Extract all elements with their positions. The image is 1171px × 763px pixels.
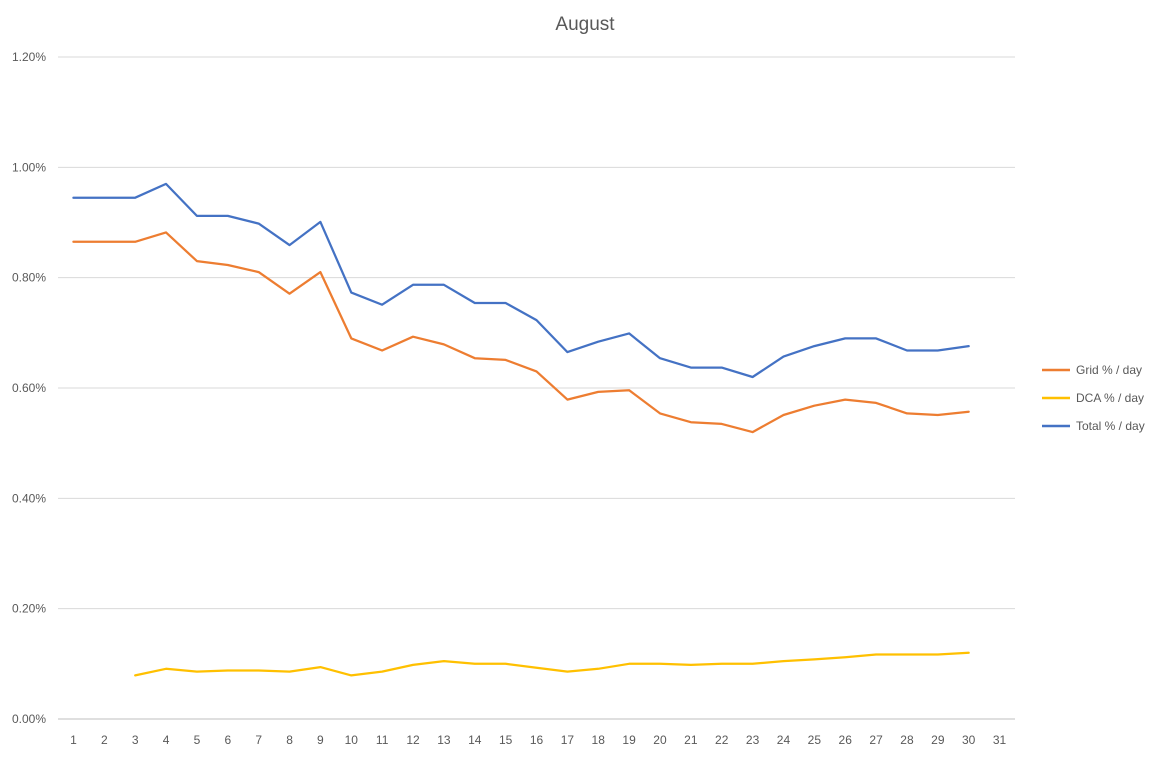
- x-tick-label: 1: [70, 733, 77, 747]
- x-tick-label: 17: [561, 733, 575, 747]
- x-tick-label: 18: [592, 733, 606, 747]
- chart-title: August: [555, 14, 615, 35]
- y-axis-tick-labels: 0.00% 0.20% 0.40% 0.60% 0.80% 1.00% 1.20%: [12, 50, 46, 726]
- y-tick-label: 0.60%: [12, 381, 46, 395]
- x-tick-label: 13: [437, 733, 451, 747]
- x-tick-label: 27: [869, 733, 883, 747]
- x-tick-label: 10: [345, 733, 359, 747]
- x-tick-label: 11: [376, 733, 389, 747]
- series-line-1: [134, 651, 970, 677]
- legend-label: Total % / day: [1076, 419, 1145, 433]
- x-axis-tick-labels: 1 2 3 4 5 6 7 8 9 10 11 12 13 14 15 16 17 18 19 20 21 22 23 24 2…: [70, 733, 1006, 747]
- series-line-0: [72, 231, 970, 434]
- x-tick-label: 29: [931, 733, 945, 747]
- x-tick-label: 16: [530, 733, 544, 747]
- x-tick-label: 30: [962, 733, 976, 747]
- x-tick-label: 23: [746, 733, 760, 747]
- series-line-2: [72, 182, 970, 379]
- x-tick-label: 9: [317, 733, 324, 747]
- y-tick-label: 0.40%: [12, 491, 46, 505]
- legend-label: Grid % / day: [1076, 363, 1142, 377]
- x-tick-label: 22: [715, 733, 729, 747]
- x-tick-label: 7: [255, 733, 262, 747]
- x-tick-label: 25: [808, 733, 822, 747]
- x-tick-label: 15: [499, 733, 513, 747]
- x-tick-label: 14: [468, 733, 482, 747]
- x-tick-label: 19: [622, 733, 636, 747]
- x-tick-label: 5: [194, 733, 201, 747]
- y-tick-label: 0.00%: [12, 712, 46, 726]
- x-tick-label: 8: [286, 733, 293, 747]
- x-tick-label: 26: [839, 733, 853, 747]
- x-tick-label: 24: [777, 733, 791, 747]
- x-tick-label: 20: [653, 733, 667, 747]
- y-tick-label: 1.20%: [12, 50, 46, 64]
- x-tick-label: 12: [406, 733, 420, 747]
- x-tick-label: 21: [684, 733, 698, 747]
- x-tick-label: 6: [224, 733, 231, 747]
- x-tick-label: 4: [163, 733, 170, 747]
- y-tick-label: 1.00%: [12, 160, 46, 174]
- x-tick-label: 28: [900, 733, 914, 747]
- x-tick-label: 31: [993, 733, 1007, 747]
- x-tick-label: 3: [132, 733, 139, 747]
- series-lines: [72, 182, 970, 677]
- y-tick-label: 0.80%: [12, 271, 46, 285]
- x-tick-label: 2: [101, 733, 108, 747]
- gridlines: [58, 56, 1015, 720]
- y-tick-label: 0.20%: [12, 602, 46, 616]
- legend-label: DCA % / day: [1076, 391, 1144, 405]
- legend: Grid % / day DCA % / day Total % / day: [1042, 363, 1145, 433]
